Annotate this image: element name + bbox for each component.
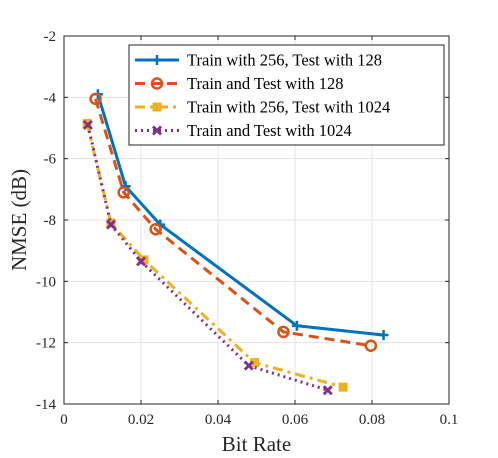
data-point xyxy=(105,219,116,230)
data-point xyxy=(117,186,130,199)
y-axis: -14 -12 -10 -8 -6 -4 -2 xyxy=(36,29,449,413)
series-group xyxy=(82,89,389,396)
y-tick-label: -8 xyxy=(44,213,57,229)
series-line xyxy=(85,123,344,389)
data-point xyxy=(89,92,102,106)
data-point xyxy=(338,382,348,392)
x-axis-label: Bit Rate xyxy=(222,432,291,456)
data-point xyxy=(364,339,378,352)
legend-box xyxy=(128,44,445,146)
data-point xyxy=(322,385,333,396)
legend-entry: Train and Test with 1024 xyxy=(187,121,352,140)
series-line xyxy=(94,98,372,348)
x-tick-label: 0.1 xyxy=(440,412,459,428)
legend: Train with 256, Test with 128 Train and T… xyxy=(128,44,445,146)
y-axis-label: NMSE (dB) xyxy=(7,169,31,271)
legend-entry: Train with 256, Test with 128 xyxy=(187,51,382,70)
legend-marker xyxy=(150,77,164,90)
data-point xyxy=(149,222,162,236)
x-tick-label: 0.04 xyxy=(205,412,232,428)
data-point xyxy=(291,320,302,331)
legend-marker xyxy=(152,125,162,136)
data-point xyxy=(82,119,93,130)
series-line xyxy=(86,124,329,392)
legend-marker xyxy=(152,55,162,65)
data-point xyxy=(243,360,254,371)
series-2 xyxy=(89,92,378,352)
data-point xyxy=(277,325,290,339)
x-tick-label: 0.06 xyxy=(282,412,309,428)
y-tick-label: -14 xyxy=(36,397,56,413)
y-tick-label: -4 xyxy=(44,90,57,106)
x-tick-label: 0.02 xyxy=(128,412,154,428)
x-tick-label: 0 xyxy=(60,412,68,428)
data-point xyxy=(120,181,131,192)
data-point xyxy=(378,330,389,340)
y-tick-label: -6 xyxy=(44,152,57,168)
legend-entry: Train with 256, Test with 1024 xyxy=(187,98,390,117)
y-tick-label: -2 xyxy=(44,29,57,45)
legend-marker xyxy=(152,102,162,112)
series-3 xyxy=(82,118,348,392)
series-4 xyxy=(82,119,333,396)
y-tick-label: -12 xyxy=(36,336,56,352)
y-tick-label: -10 xyxy=(36,274,56,290)
x-axis: 0 0.02 0.04 0.06 0.08 0.1 xyxy=(60,36,458,428)
data-point xyxy=(136,256,146,267)
legend-entry: Train and Test with 128 xyxy=(187,74,344,93)
x-tick-label: 0.08 xyxy=(359,412,385,428)
